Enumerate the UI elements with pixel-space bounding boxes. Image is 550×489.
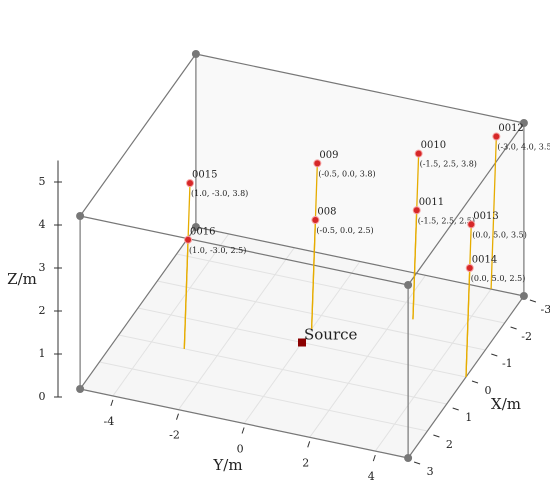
- point-label: 0016: [190, 226, 215, 237]
- grid-line: [118, 334, 447, 405]
- source-marker: [298, 338, 306, 347]
- y-tick-label: -4: [104, 415, 115, 428]
- stem: [490, 136, 497, 290]
- stem: [412, 210, 418, 320]
- x-tick-label: -2: [521, 330, 532, 343]
- grid-line: [176, 253, 505, 324]
- point-label: 009: [319, 150, 338, 161]
- point: [184, 235, 193, 244]
- point-coord: (0.0, 5.0, 3.5): [472, 230, 527, 239]
- x-tick-label: 2: [446, 438, 453, 451]
- box-corner: [76, 385, 85, 393]
- point: [467, 220, 476, 229]
- point-label: 0012: [498, 123, 523, 134]
- point-coord: (1.0, -3.0, 3.8): [191, 189, 248, 198]
- y-axis-label: Y/m: [212, 456, 242, 474]
- stem: [183, 239, 189, 349]
- point-coord: (-0.5, 0.0, 2.5): [316, 226, 373, 235]
- point-coord: (0.0, 5.0, 2.5): [471, 274, 526, 283]
- z-axis-label: Z/m: [7, 270, 37, 288]
- x-tick-label: -3: [541, 303, 550, 316]
- point: [186, 179, 194, 188]
- y-tick: [241, 427, 245, 434]
- stem: [465, 267, 471, 378]
- z-tick-label: 4: [39, 218, 46, 231]
- x-tick: [510, 326, 517, 330]
- y-tick-label: 0: [237, 443, 244, 456]
- point-label: 0014: [472, 255, 497, 266]
- z-tick-label: 0: [39, 390, 46, 403]
- x-tick-label: 1: [465, 411, 472, 424]
- x-tick-label: 0: [485, 384, 492, 397]
- box-edge: [195, 53, 525, 124]
- box-corner: [76, 212, 85, 220]
- box-corner: [191, 50, 200, 58]
- box-corner: [519, 292, 528, 300]
- box-edge: [79, 388, 409, 459]
- point-label: 0010: [421, 140, 446, 151]
- z-tick-label: 2: [39, 304, 46, 317]
- point-label: 0011: [419, 197, 444, 208]
- box-corner: [191, 223, 200, 231]
- x-tick: [471, 380, 479, 384]
- x-tick: [433, 434, 440, 438]
- x-tick: [413, 461, 421, 465]
- point-label: 0013: [473, 211, 498, 222]
- point: [492, 132, 501, 141]
- box-edge: [79, 226, 197, 390]
- box-edge: [79, 215, 409, 286]
- grid-line: [157, 280, 486, 351]
- z-tick-label: 1: [39, 347, 46, 360]
- y-tick: [110, 399, 114, 407]
- point-coord: (1.0, -3.0, 2.5): [189, 246, 246, 255]
- point-coord: (-3.0, 4.0, 3.5): [497, 143, 550, 152]
- z-tick-label: 5: [39, 175, 46, 188]
- box-corner: [519, 119, 528, 127]
- point: [414, 149, 423, 158]
- y-tick-label: -2: [169, 429, 180, 442]
- grid-line: [99, 361, 428, 432]
- back-wall: [195, 54, 524, 296]
- point: [412, 206, 421, 215]
- stem: [311, 219, 317, 330]
- point-label: 008: [317, 207, 336, 218]
- point-label: 0015: [192, 170, 217, 181]
- x-tick-label: -1: [502, 357, 513, 370]
- x-tick: [452, 407, 459, 411]
- point: [313, 159, 322, 168]
- y-tick: [176, 413, 179, 420]
- z-tick-label: 3: [39, 261, 46, 274]
- point-coord: (-1.5, 2.5, 3.8): [420, 160, 477, 169]
- y-tick: [307, 441, 311, 448]
- point-coord: (-0.5, 0.0, 3.8): [318, 169, 375, 178]
- x-tick: [491, 353, 498, 357]
- x-tick-label: 3: [427, 465, 434, 478]
- point: [465, 264, 474, 272]
- y-tick-label: 4: [368, 470, 375, 483]
- box-edge: [79, 53, 197, 217]
- y-tick: [372, 454, 376, 462]
- source-label: Source: [304, 326, 358, 344]
- point: [311, 216, 320, 224]
- x-tick: [529, 299, 537, 303]
- x-axis-label: X/m: [491, 395, 521, 413]
- box-edge: [407, 122, 525, 286]
- point-coord: (-1.5, 2.5, 2.5): [418, 216, 475, 225]
- y-tick-label: 2: [302, 456, 309, 469]
- box-corner: [404, 281, 413, 289]
- box-corner: [404, 454, 413, 462]
